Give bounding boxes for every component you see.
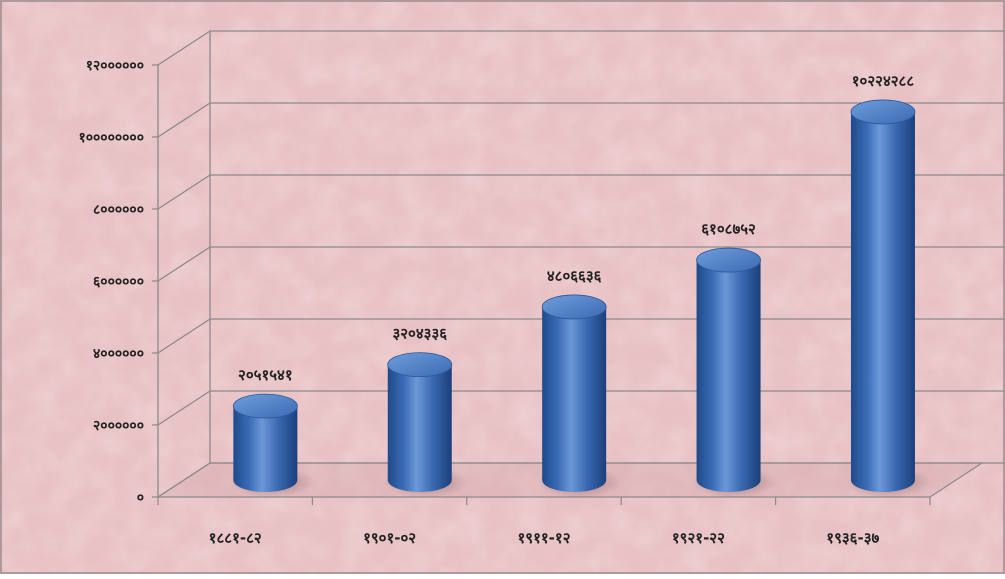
- bar-body: [696, 260, 761, 492]
- gridline-side: [157, 318, 211, 354]
- y-tick-labels: ० २०००००० ४०००००० ६०००००० ८०००००० १०००००००० १२…: [78, 58, 144, 506]
- data-label: १०२२४२८८: [852, 72, 915, 90]
- bar-cap: [387, 352, 453, 378]
- x-tick-label: १९११-१२: [517, 529, 570, 547]
- gridline-side: [157, 174, 211, 210]
- gridline-side: [157, 246, 211, 282]
- x-tick-label: १८८१-८२: [209, 529, 262, 547]
- bar-body: [387, 364, 452, 492]
- data-label: ३२०४३३६: [392, 325, 447, 343]
- bar: [383, 352, 468, 498]
- x-tick-labels: १८८१-८२ १९०१-०२ १९११-१२ १९२१-२२ १९३६-३७: [209, 529, 880, 547]
- data-label: ६१०८७५२: [701, 220, 756, 238]
- bar-body: [542, 306, 607, 492]
- y-tick-label: ८००००००: [93, 202, 144, 218]
- y-tick-label: २००००००: [93, 418, 144, 434]
- bar: [229, 393, 314, 498]
- y-tick-label: १२००००००: [86, 58, 144, 74]
- y-tick-label: १००००००००: [78, 130, 144, 146]
- bar: [538, 294, 623, 498]
- y-tick-label: ०: [137, 490, 144, 506]
- data-labels: २०५१५४१ ३२०४३३६ ४८०६६३६ ६१०८७५२ १०२२४२८८: [238, 72, 914, 384]
- bar-body: [850, 111, 915, 492]
- gridline-side: [157, 30, 211, 66]
- bars: [229, 99, 931, 498]
- bar-cap: [232, 393, 298, 419]
- y-tick-label: ४००००००: [93, 346, 144, 362]
- y-tick-label: ६००००००: [93, 274, 144, 290]
- bar-cap: [696, 247, 761, 273]
- bar: [846, 99, 931, 498]
- bar-cap: [541, 294, 607, 320]
- gridline-side: [157, 390, 211, 426]
- bar-cap: [850, 99, 916, 125]
- x-tick-label: १९०१-०२: [363, 529, 416, 547]
- bar: [692, 247, 777, 498]
- x-tick-label: १९२१-२२: [672, 529, 725, 547]
- gridline-side: [157, 102, 211, 138]
- data-label: ४८०६६३६: [547, 267, 602, 285]
- x-tick-label: १९३६-३७: [826, 529, 879, 547]
- data-label: २०५१५४१: [238, 366, 293, 384]
- bar-body: [233, 406, 298, 492]
